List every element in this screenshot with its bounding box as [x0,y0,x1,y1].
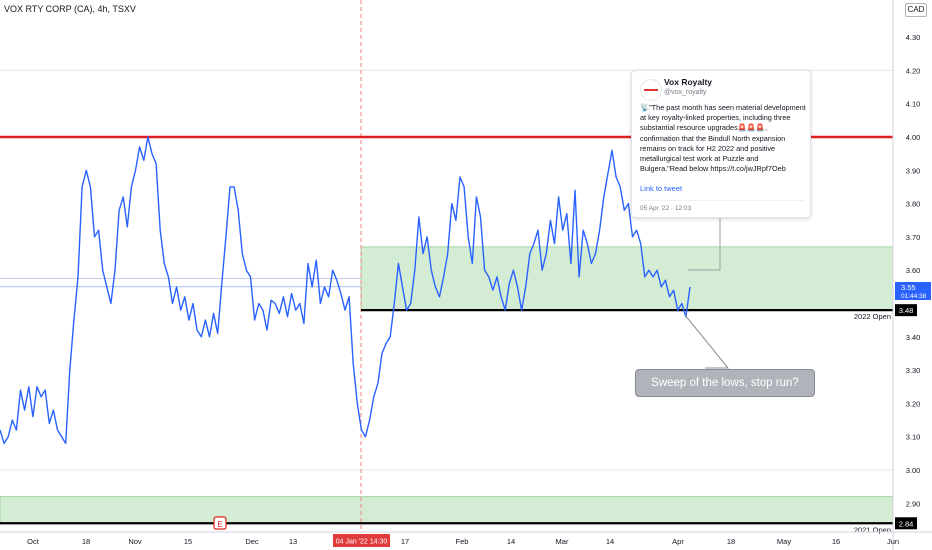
y-tick-label-10: 3.30 [906,366,921,375]
x-tick-label-10: Mar [556,537,569,546]
level-label-2: 2021 Open [854,525,891,534]
axis-ticks: 4.30 4.20 4.10 4.00 3.90 3.80 3.70 3.60 3.40 3.30… [27,33,920,546]
x-tick-label-7: 17 [401,537,409,546]
currency-selector[interactable]: CAD [905,3,927,17]
level-badge-1 [895,304,917,317]
y-tick-label-11: 3.20 [906,399,921,408]
y-tick-label-9: 3.40 [906,333,921,342]
annotation-callout[interactable]: Sweep of the lows, stop run? [635,369,815,397]
x-tick-label-2: 18 [82,537,90,546]
y-tick-label-8: 3.60 [906,266,921,275]
level-badge-2 [895,517,917,530]
y-tick-label-3: 4.10 [906,100,921,109]
level-label-1: 2022 Open [854,312,891,321]
tweet-text: 📡"The past month has seen material devel… [640,103,806,174]
x-tick-label-4: 15 [184,537,192,546]
tweet-link[interactable]: Link to tweet [640,184,683,193]
crosshair-date-badge [333,534,390,547]
tweet-connector [688,210,721,271]
y-tick-label-13: 3.00 [906,466,921,475]
price-series [0,136,691,445]
current-price-badge [895,282,931,300]
demand-zone-2 [0,496,894,524]
tweet-divider [640,200,804,201]
tweet-card[interactable]: Vox Royalty @vox_royalty 📡"The past mont… [631,70,811,218]
tweet-handle: @vox_royalty [664,89,707,96]
tweet-author: Vox Royalty [664,77,713,87]
tweet-date: 05 Apr '22 · 12:03 [640,205,692,212]
x-tick-label-3: Nov [128,537,142,546]
x-tick-label-15: 16 [832,537,840,546]
y-tick-label-2: 4.20 [906,66,921,75]
level-badge-text-2: 2.84 [899,519,914,528]
y-tick-label-12: 3.10 [906,433,921,442]
level-badge-text-1: 3.48 [899,306,914,315]
y-tick-label-1: 4.30 [906,33,921,42]
x-tick-label-11: 14 [606,537,614,546]
event-marker-icon[interactable]: E [213,516,227,530]
svg-text:E: E [217,520,222,529]
x-tick-label-16: Jun [887,537,899,546]
countdown-text: 01:44:38 [901,293,927,300]
x-tick-label-1: Oct [27,537,40,546]
y-tick-label-14: 2.90 [906,499,921,508]
y-tick-label-5: 3.90 [906,166,921,175]
demand-zone-1 [360,246,894,311]
y-tick-label-7: 3.70 [906,233,921,242]
x-tick-label-8: Feb [456,537,469,546]
x-tick-label-13: 18 [727,537,735,546]
callout-pointer [684,314,730,369]
avatar-icon [640,79,662,101]
current-price-text: 3.55 [901,283,916,292]
y-tick-label-4: 4.00 [906,133,921,142]
price-line [0,136,691,445]
x-tick-label-14: May [777,537,791,546]
x-tick-label-5: Dec [245,537,259,546]
crosshair-date-text: 04 Jan '22 14:30 [336,539,388,546]
x-tick-label-6: 13 [289,537,297,546]
symbol-header: VOX RTY CORP (CA), 4h, TSXV [4,4,136,14]
x-tick-label-9: 14 [507,537,515,546]
y-tick-label-6: 3.80 [906,200,921,209]
x-tick-label-12: Apr [672,537,684,546]
